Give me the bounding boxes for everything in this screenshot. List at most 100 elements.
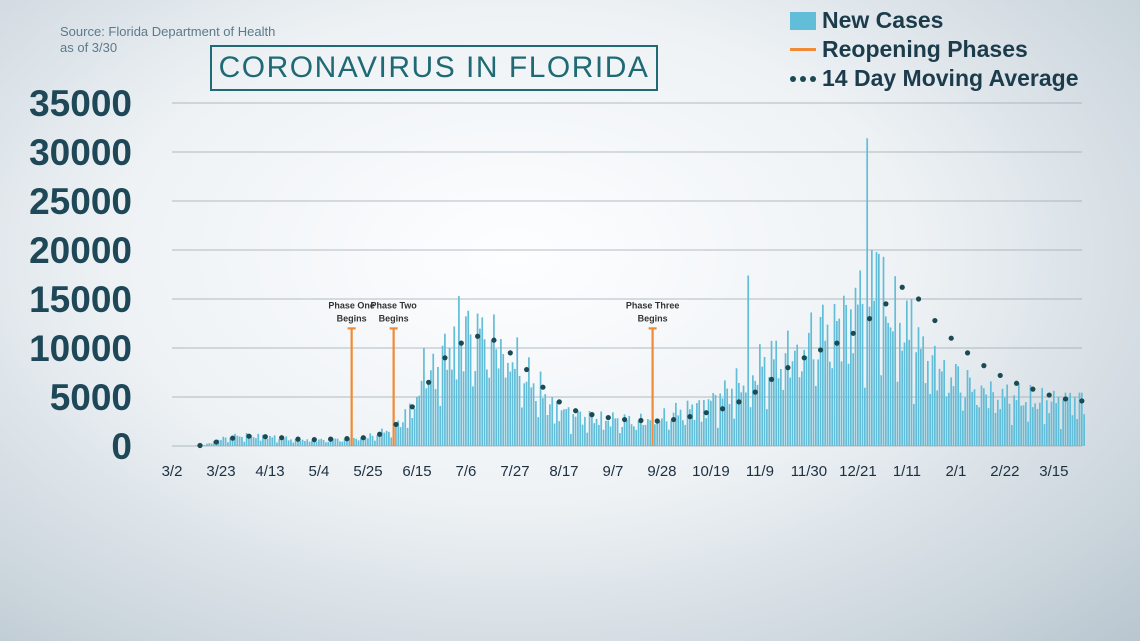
bar	[600, 411, 603, 446]
bar	[796, 344, 799, 446]
bar	[551, 397, 554, 446]
bar	[773, 359, 775, 446]
bar	[852, 353, 855, 446]
moving-average-point	[687, 414, 693, 420]
bar	[248, 435, 250, 446]
bar	[815, 385, 817, 446]
bar	[628, 415, 631, 446]
bar	[285, 436, 288, 446]
bar	[220, 440, 222, 446]
bar	[696, 403, 698, 446]
moving-average-point	[213, 439, 219, 445]
bar	[912, 403, 915, 446]
bar	[689, 409, 691, 446]
bar	[966, 370, 969, 446]
bar	[577, 410, 579, 446]
bar	[770, 340, 773, 446]
bar	[591, 414, 593, 446]
bar	[705, 418, 708, 446]
bar	[833, 303, 836, 446]
bar	[917, 327, 920, 446]
bar	[341, 441, 344, 446]
moving-average-point	[279, 435, 285, 441]
bar	[943, 360, 946, 446]
bar	[898, 322, 901, 446]
moving-average-point	[230, 435, 236, 441]
bar	[1083, 414, 1086, 446]
bar	[446, 369, 449, 446]
bar	[567, 407, 570, 446]
bar	[754, 380, 757, 446]
bar	[399, 427, 402, 446]
bar	[528, 357, 530, 446]
bar	[630, 424, 633, 446]
bar	[327, 441, 330, 446]
bar	[619, 433, 621, 446]
bar	[385, 430, 388, 446]
bar	[586, 432, 589, 446]
bar	[1024, 402, 1027, 446]
bar	[259, 440, 262, 446]
bar	[992, 392, 995, 446]
bar	[933, 345, 936, 446]
bar	[656, 421, 659, 446]
bar	[810, 312, 813, 446]
bar	[644, 424, 647, 446]
bar	[558, 421, 561, 446]
y-tick-label: 30000	[29, 132, 132, 173]
bar	[999, 409, 1002, 446]
moving-average-point	[556, 399, 562, 405]
moving-average-point	[899, 284, 905, 290]
bar	[616, 418, 619, 446]
bar	[672, 412, 675, 446]
moving-average-point	[801, 355, 807, 361]
bar	[390, 437, 393, 446]
bar	[847, 363, 850, 446]
legend: New Cases Reopening Phases 14 Day Moving…	[790, 6, 1079, 93]
x-tick-label: 8/17	[549, 463, 578, 480]
bar	[819, 316, 822, 446]
bar	[733, 418, 736, 446]
bar	[1062, 398, 1065, 446]
bar	[1022, 405, 1025, 446]
bar	[262, 434, 264, 446]
bar	[208, 443, 211, 446]
moving-average-point	[866, 316, 873, 322]
bar	[787, 330, 789, 446]
moving-average-point	[344, 436, 350, 442]
bar	[1013, 395, 1016, 446]
bar	[605, 420, 607, 446]
bar	[437, 366, 439, 446]
bar	[798, 377, 801, 446]
bar	[299, 440, 302, 446]
bar	[430, 370, 432, 446]
x-tick-label: 3/23	[206, 463, 235, 480]
bar	[1073, 396, 1076, 446]
bar	[1001, 388, 1004, 446]
bar	[364, 437, 367, 446]
bar	[546, 414, 549, 446]
bar	[850, 309, 852, 446]
bar	[425, 388, 428, 446]
bar	[901, 350, 904, 446]
bar	[476, 313, 479, 446]
bar	[789, 377, 792, 446]
bar	[570, 433, 572, 446]
legend-item-reopening: Reopening Phases	[790, 35, 1079, 64]
bar	[637, 420, 640, 446]
bar	[742, 385, 745, 446]
bar	[831, 368, 834, 446]
bar	[355, 438, 358, 446]
bar	[514, 368, 516, 446]
bar	[255, 438, 257, 446]
bar	[843, 295, 845, 446]
moving-average-point	[638, 417, 644, 424]
bar	[542, 398, 544, 446]
bar	[413, 408, 416, 446]
bar	[1036, 408, 1039, 446]
x-tick-label: 5/4	[309, 463, 330, 480]
bar	[1017, 383, 1020, 446]
moving-average-point	[703, 410, 709, 416]
bar	[686, 400, 689, 446]
